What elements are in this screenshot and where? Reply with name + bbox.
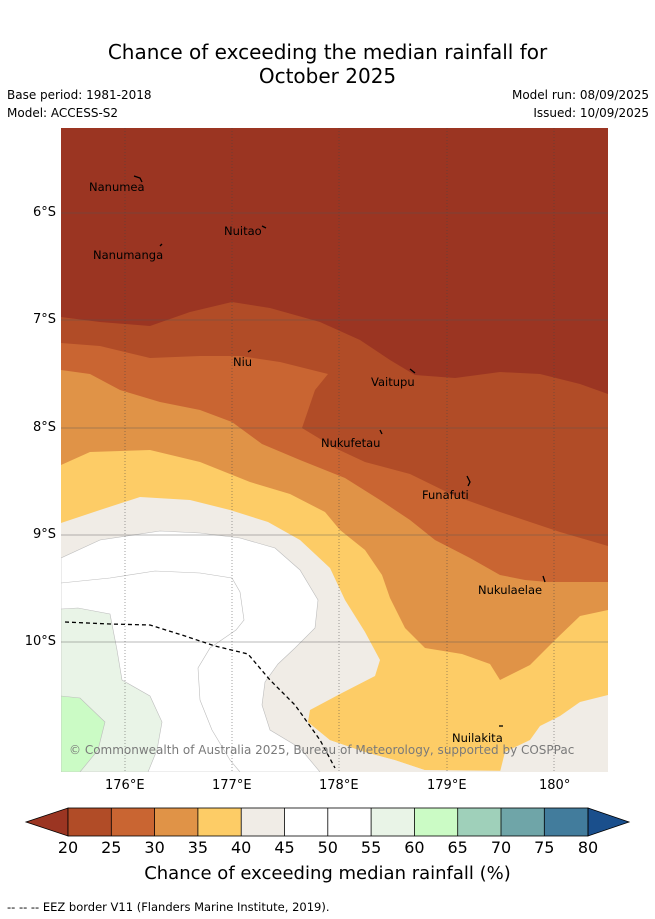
y-tick-9s: 9°S — [32, 527, 56, 542]
colorbar-swatch — [501, 808, 545, 836]
colorbar-swatch — [68, 808, 112, 836]
colorbar-swatch — [154, 808, 198, 836]
colorbar-tick-80: 80 — [577, 838, 599, 857]
colorbar-extend-high — [587, 807, 631, 837]
colorbar-tick-50: 50 — [317, 838, 338, 857]
colorbar-tick-55: 55 — [360, 838, 382, 857]
colorbar-tick-60: 60 — [404, 838, 425, 857]
colorbar-swatch — [111, 808, 155, 836]
colorbar — [24, 807, 631, 837]
rainfall-probability-field: Nanumea Nuitao Nanumanga Niu Vaitupu Nuk… — [61, 128, 608, 772]
x-tick-178: 178°E — [319, 778, 359, 793]
place-niu: Niu — [233, 355, 252, 369]
colorbar-swatch — [197, 808, 242, 836]
colorbar-swatch — [327, 808, 372, 836]
gridlines — [124, 128, 555, 772]
island-shapes — [133, 175, 546, 727]
eez-border-line — [64, 621, 336, 769]
issued-label: Issued: 10/09/2025 — [533, 106, 649, 120]
colorbar-dividers — [110, 808, 545, 836]
map-title: Chance of exceeding the median rainfall … — [0, 40, 655, 88]
colorbar-tick-70: 70 — [490, 838, 512, 857]
model-run-label: Model run: 08/09/2025 — [511, 88, 649, 102]
latitude-lines — [61, 212, 608, 643]
colorbar-tick-40: 40 — [231, 838, 252, 857]
place-nukufetau: Nukufetau — [321, 436, 380, 450]
colorbar-tick-25: 25 — [101, 838, 122, 857]
y-tick-7s: 7°S — [32, 312, 56, 327]
place-nuilakita: Nuilakita — [452, 731, 503, 745]
place-funafuti: Funafuti — [422, 488, 469, 502]
x-tick-176: 176°E — [105, 778, 145, 793]
x-tick-177: 177°E — [212, 778, 252, 793]
y-tick-10s: 10°S — [24, 634, 56, 649]
colorbar-swatch — [457, 808, 501, 836]
x-tick-180: 180° — [539, 778, 571, 793]
place-nanumanga: Nanumanga — [93, 248, 163, 262]
place-vaitupu: Vaitupu — [371, 375, 415, 389]
base-period-label: Base period: 1981-2018 — [7, 88, 152, 102]
colorbar-swatch — [544, 808, 588, 836]
colorbar-tick-30: 30 — [144, 838, 165, 857]
band-60-65 — [61, 695, 106, 772]
contour-50 — [61, 570, 245, 772]
x-tick-179: 179°E — [427, 778, 467, 793]
place-nuitao: Nuitao — [224, 224, 262, 238]
colorbar-swatch — [371, 808, 415, 836]
colorbar-swatch — [241, 808, 285, 836]
colorbar-tick-75: 75 — [534, 838, 555, 857]
colorbar-tick-20: 20 — [57, 838, 79, 857]
copyright-notice: © Commonwealth of Australia 2025, Bureau… — [69, 743, 574, 757]
colorbar-title: Chance of exceeding median rainfall (%) — [144, 863, 511, 884]
colorbar-tick-35: 35 — [187, 838, 209, 857]
colorbar-tick-45: 45 — [274, 838, 295, 857]
colorbar-swatch — [284, 808, 328, 836]
y-tick-8s: 8°S — [32, 420, 56, 435]
model-label: Model: ACCESS-S2 — [7, 106, 119, 120]
title-line-1: Chance of exceeding the median rainfall … — [107, 40, 548, 64]
y-tick-6s: 6°S — [32, 205, 56, 220]
title-line-2: October 2025 — [258, 64, 397, 88]
colorbar-extend-low — [24, 807, 69, 837]
band-40-45-south-edge — [500, 695, 608, 772]
place-nanumea: Nanumea — [89, 180, 145, 194]
colorbar-swatch — [414, 808, 458, 836]
colorbar-tick-65: 65 — [447, 838, 468, 857]
eez-border-legend: -- -- -- EEZ border V11 (Flanders Marine… — [7, 900, 330, 914]
place-nukulaelae: Nukulaelae — [478, 583, 542, 597]
